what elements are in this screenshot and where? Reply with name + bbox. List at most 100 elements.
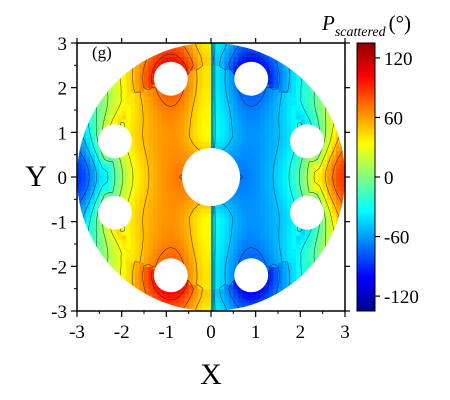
field-cell: [90, 185, 96, 191]
field-cell: [179, 168, 185, 174]
field-cell: [273, 226, 279, 232]
field-cell: [318, 190, 324, 196]
field-cell: [273, 60, 279, 66]
field-cell: [94, 132, 100, 138]
field-cell: [103, 177, 109, 183]
field-cell: [327, 199, 333, 205]
field-cell: [215, 270, 221, 276]
field-cell: [215, 43, 221, 49]
field-cell: [313, 105, 319, 111]
field-cell: [135, 194, 141, 200]
field-cell: [211, 244, 217, 250]
field-cell: [197, 69, 203, 75]
field-cell: [139, 163, 145, 169]
field-cell: [278, 87, 284, 93]
field-cell: [242, 217, 248, 223]
field-cell: [340, 172, 345, 178]
field-cell: [148, 159, 154, 165]
field-cell: [81, 181, 87, 187]
field-cell: [197, 43, 203, 49]
field-cell: [300, 114, 306, 120]
field-cell: [175, 123, 181, 129]
field-cell: [300, 83, 306, 89]
field-cell: [336, 159, 342, 165]
field-cell: [336, 194, 342, 200]
field-cell: [157, 181, 163, 187]
field-cell: [264, 261, 270, 267]
field-cell: [161, 150, 167, 156]
satellite-hole: [290, 195, 325, 230]
field-cell: [300, 230, 306, 236]
field-cell: [77, 168, 83, 174]
field-cell: [242, 185, 248, 191]
field-cell: [90, 154, 96, 160]
field-cell: [282, 275, 288, 281]
field-cell: [130, 248, 136, 254]
field-cell: [206, 47, 212, 53]
field-cell: [139, 136, 145, 142]
field-cell: [108, 261, 114, 267]
field-cell: [94, 163, 100, 169]
field-cell: [206, 51, 212, 57]
field-cell: [264, 239, 270, 245]
field-cell: [264, 60, 270, 66]
field-cell: [152, 141, 158, 147]
field-cell: [278, 172, 284, 178]
field-cell: [251, 185, 257, 191]
field-cell: [117, 105, 123, 111]
field-cell: [139, 275, 145, 281]
field-cell: [318, 96, 324, 102]
field-cell: [282, 177, 288, 183]
field-cell: [228, 199, 234, 205]
field-cell: [81, 141, 87, 147]
field-cell: [139, 141, 145, 147]
field-cell: [139, 159, 145, 165]
field-cell: [331, 203, 337, 209]
field-cell: [246, 56, 252, 62]
field-cell: [85, 203, 91, 209]
field-cell: [197, 60, 203, 66]
field-cell: [246, 252, 252, 258]
field-cell: [215, 127, 221, 133]
field-cell: [224, 270, 230, 276]
field-cell: [269, 275, 275, 281]
field-cell: [157, 177, 163, 183]
field-cell: [161, 118, 167, 124]
field-cell: [202, 212, 208, 218]
field-cell: [286, 235, 292, 241]
field-cell: [161, 163, 167, 169]
field-cell: [152, 185, 158, 191]
field-cell: [224, 92, 230, 98]
field-cell: [228, 284, 234, 290]
field-cell: [219, 261, 225, 267]
field-cell: [291, 65, 297, 71]
field-cell: [179, 60, 185, 66]
field-cell: [206, 69, 212, 75]
field-cell: [126, 123, 132, 129]
field-cell: [322, 203, 328, 209]
field-cell: [233, 244, 239, 250]
field-cell: [331, 172, 337, 178]
field-cell: [130, 199, 136, 205]
field-cell: [144, 110, 150, 116]
field-cell: [117, 261, 123, 267]
field-cell: [135, 279, 141, 285]
field-cell: [202, 288, 208, 294]
field-cell: [251, 123, 257, 129]
field-cell: [193, 127, 199, 133]
field-cell: [166, 150, 172, 156]
field-cell: [260, 92, 266, 98]
field-cell: [336, 141, 342, 147]
field-cell: [144, 208, 150, 214]
field-cell: [184, 114, 190, 120]
field-cell: [117, 239, 123, 245]
field-cell: [121, 163, 127, 169]
field-cell: [327, 132, 333, 138]
field-cell: [144, 275, 150, 281]
field-cell: [179, 212, 185, 218]
satellite-hole: [234, 61, 269, 96]
field-cell: [282, 74, 288, 80]
field-cell: [130, 235, 136, 241]
field-cell: [184, 217, 190, 223]
field-cell: [139, 190, 145, 196]
